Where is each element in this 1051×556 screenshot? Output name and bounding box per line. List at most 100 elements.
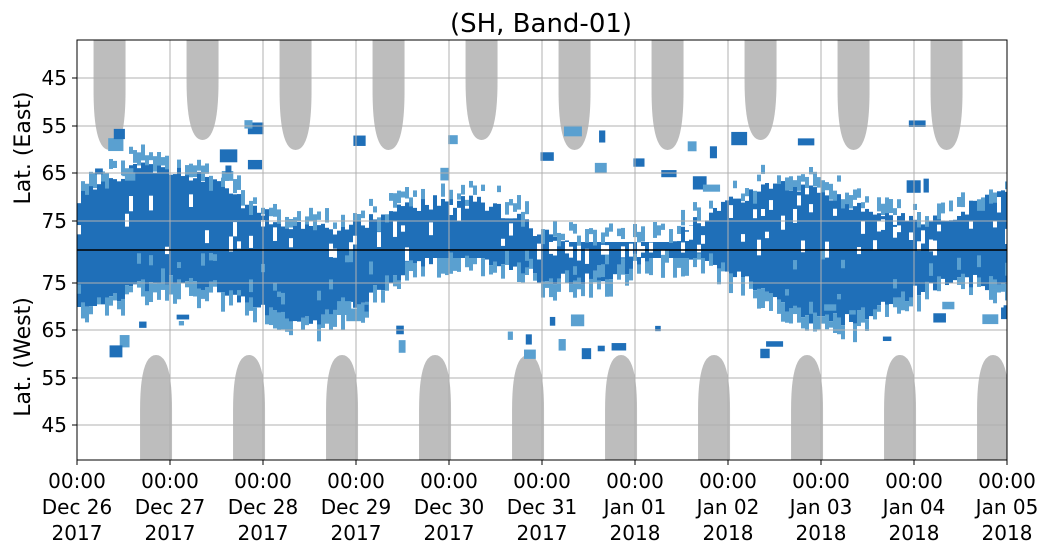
activity-cell <box>553 284 557 301</box>
activity-cell <box>829 183 833 200</box>
activity-cell <box>558 339 566 351</box>
activity-cell <box>773 183 777 298</box>
activity-cell <box>489 206 493 266</box>
activity-cell <box>861 211 865 308</box>
activity-cell <box>997 284 1001 293</box>
activity-cell <box>209 185 213 282</box>
activity-cell <box>325 227 329 310</box>
activity-gap <box>801 240 805 253</box>
y-tick-label: 65 <box>42 161 67 185</box>
activity-gap <box>921 230 925 244</box>
activity-cell <box>733 198 737 278</box>
activity-cell <box>793 186 797 306</box>
activity-cell <box>285 318 289 332</box>
activity-cell <box>440 167 450 181</box>
activity-cell <box>529 228 533 269</box>
activity-cell <box>137 281 141 288</box>
activity-cell <box>957 215 961 278</box>
activity-cell <box>405 202 409 262</box>
activity-cell <box>229 290 233 306</box>
activity-cell <box>309 207 313 221</box>
activity-gap <box>769 200 773 210</box>
x-tick-label: Jan 04 <box>881 495 946 519</box>
y-axis-label-east: Lat. (East) <box>11 92 36 205</box>
activity-gap <box>129 196 133 212</box>
activity-cell <box>877 213 881 306</box>
activity-cell <box>877 197 881 212</box>
activity-cell <box>277 291 281 297</box>
activity-cell <box>401 206 405 276</box>
activity-cell <box>993 279 997 290</box>
activity-cell <box>973 200 977 275</box>
activity-cell <box>169 275 173 295</box>
activity-cell <box>219 149 238 163</box>
activity-cell <box>373 285 377 303</box>
activity-gap <box>273 227 277 241</box>
activity-cell <box>421 197 425 267</box>
activity-cell <box>766 341 784 347</box>
activity-cell <box>525 334 532 345</box>
activity-cell <box>437 258 441 278</box>
activity-cell <box>373 219 377 286</box>
activity-cell <box>577 235 581 247</box>
activity-cell <box>561 233 565 241</box>
activity-cell <box>178 320 185 326</box>
activity-gap <box>405 247 409 261</box>
activity-cell <box>301 228 305 318</box>
activity-cell <box>609 223 613 232</box>
activity-cell <box>397 190 401 204</box>
activity-cell <box>837 317 841 335</box>
activity-cell <box>247 159 263 170</box>
activity-cell <box>225 165 232 174</box>
no-data-lobe-bottom <box>326 355 359 460</box>
activity-cell <box>541 281 545 298</box>
activity-cell <box>805 194 809 316</box>
activity-cell <box>937 276 941 292</box>
activity-cell <box>513 203 517 212</box>
activity-cell <box>801 317 805 329</box>
activity-cell <box>597 345 605 352</box>
activity-cell <box>525 267 529 276</box>
activity-cell <box>157 152 161 166</box>
activity-cell <box>441 198 445 258</box>
activity-cell <box>509 199 513 206</box>
activity-cell <box>193 178 197 282</box>
activity-cell <box>129 146 133 154</box>
activity-cell <box>125 285 129 295</box>
activity-cell <box>681 209 685 226</box>
activity-cell <box>553 236 557 285</box>
activity-cell <box>109 296 113 306</box>
activity-cell <box>589 228 593 235</box>
activity-cell <box>93 173 97 189</box>
y-tick-label: 45 <box>42 413 67 437</box>
activity-cell <box>141 279 145 297</box>
activity-cell <box>133 150 137 163</box>
activity-cell <box>893 224 897 298</box>
activity-cell <box>509 218 513 270</box>
activity-cell <box>277 209 281 224</box>
activity-cell <box>269 307 273 326</box>
activity-gap <box>393 221 397 237</box>
activity-cell <box>749 189 753 282</box>
activity-cell <box>269 224 273 308</box>
activity-cell <box>397 280 401 289</box>
activity-cell <box>817 316 821 330</box>
activity-cell <box>165 284 169 301</box>
activity-cell <box>445 258 449 276</box>
activity-cell <box>793 305 797 315</box>
no-data-lobe-bottom <box>140 355 173 460</box>
activity-cell <box>109 345 123 358</box>
x-tick-label: Jan 02 <box>695 495 760 519</box>
activity-cell <box>857 310 861 327</box>
no-data-lobe-bottom <box>512 355 545 460</box>
activity-cell <box>349 250 353 263</box>
activity-cell <box>837 175 841 182</box>
activity-cell <box>833 313 837 334</box>
activity-cell <box>753 190 757 204</box>
activity-cell <box>805 315 809 331</box>
activity-cell <box>293 225 297 322</box>
activity-cell <box>265 209 269 316</box>
x-tick-label: 00:00 <box>978 469 1036 493</box>
activity-cell <box>197 171 201 289</box>
activity-cell <box>189 277 193 296</box>
